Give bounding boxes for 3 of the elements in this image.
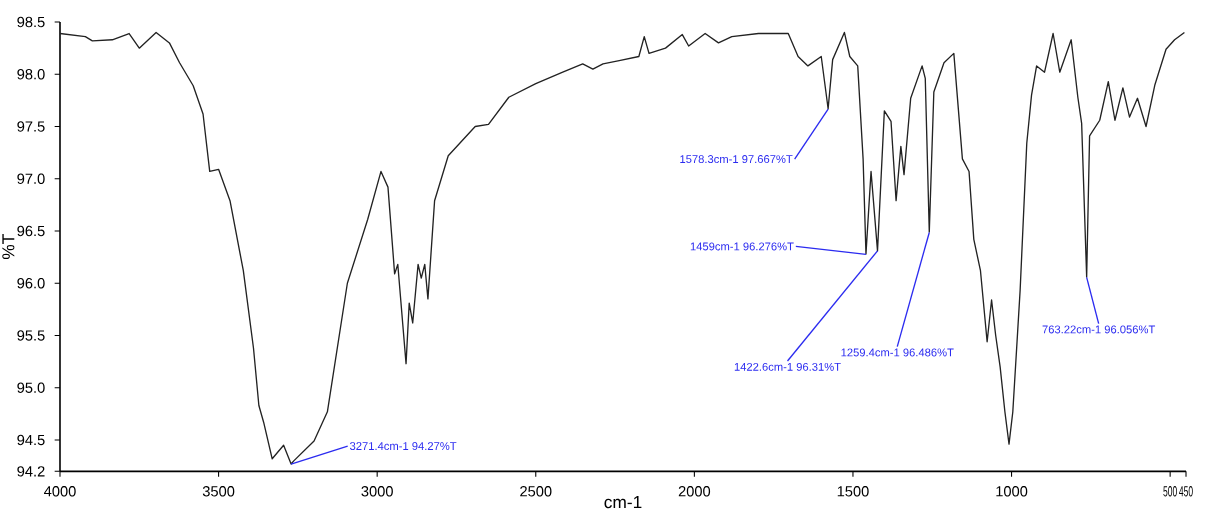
y-axis-title: %T	[2, 234, 15, 260]
line-series	[59, 31, 1186, 465]
x-axis-title: cm-1	[604, 496, 642, 509]
